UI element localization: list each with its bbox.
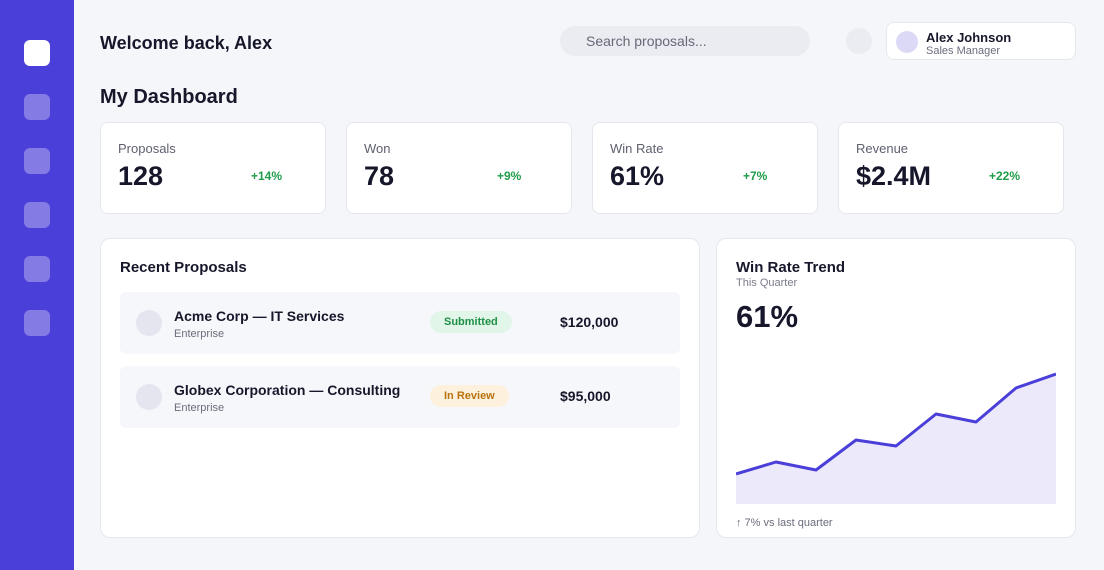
proposal-name: Acme Corp — IT Services bbox=[174, 308, 345, 324]
proposal-amount: $95,000 bbox=[560, 388, 611, 404]
stat-label: Win Rate bbox=[610, 141, 664, 156]
stat-value: $2.4M bbox=[856, 161, 932, 191]
proposal-name: Globex Corporation — Consulting bbox=[174, 382, 401, 398]
chart-series-line bbox=[736, 372, 1056, 476]
sidebar-home-icon[interactable] bbox=[24, 40, 50, 66]
recent-proposals-panel: Recent Proposals Acme Corp — IT Services… bbox=[100, 238, 700, 538]
client-avatar bbox=[136, 384, 162, 410]
status-badge: Submitted bbox=[430, 311, 512, 333]
welcome-heading: Welcome back, Alex bbox=[100, 33, 273, 53]
stat-value: 128 bbox=[118, 161, 164, 191]
search-input[interactable] bbox=[560, 26, 810, 56]
sidebar bbox=[0, 0, 74, 570]
stat-card-proposals[interactable]: Proposals 128 +14% bbox=[100, 122, 326, 214]
stat-label: Proposals bbox=[118, 141, 176, 156]
sidebar-settings-icon[interactable] bbox=[24, 310, 50, 336]
user-role: Sales Manager bbox=[926, 45, 1000, 57]
stat-value: 78 bbox=[364, 161, 395, 191]
trend-subtitle: This Quarter bbox=[736, 277, 798, 289]
proposal-segment: Enterprise bbox=[174, 328, 225, 340]
trend-footnote: ↑ 7% vs last quarter bbox=[736, 517, 833, 529]
user-name: Alex Johnson bbox=[926, 30, 1012, 45]
notification-icon[interactable] bbox=[846, 28, 872, 54]
stat-card-won[interactable]: Won 78 +9% bbox=[346, 122, 572, 214]
proposal-amount: $120,000 bbox=[560, 314, 619, 330]
proposal-row[interactable]: Globex Corporation — Consulting Enterpri… bbox=[120, 366, 680, 428]
stat-delta: +9% bbox=[497, 169, 522, 183]
panel-title: Recent Proposals bbox=[120, 259, 247, 276]
stat-label: Won bbox=[364, 141, 391, 156]
sidebar-proposals-icon[interactable] bbox=[24, 94, 50, 120]
proposal-row[interactable]: Acme Corp — IT Services Enterprise Submi… bbox=[120, 292, 680, 354]
proposal-segment: Enterprise bbox=[174, 402, 225, 414]
stat-delta: +14% bbox=[251, 169, 283, 183]
avatar bbox=[896, 31, 918, 53]
client-avatar bbox=[136, 310, 162, 336]
sidebar-reports-icon[interactable] bbox=[24, 202, 50, 228]
panel-title: Win Rate Trend bbox=[736, 259, 846, 276]
sidebar-calendar-icon[interactable] bbox=[24, 256, 50, 282]
win-rate-chart bbox=[736, 372, 1056, 504]
stat-card-revenue[interactable]: Revenue $2.4M +22% bbox=[838, 122, 1064, 214]
status-badge: In Review bbox=[430, 385, 509, 407]
trend-value: 61% bbox=[736, 299, 799, 334]
user-profile-card[interactable]: Alex Johnson Sales Manager bbox=[886, 22, 1076, 60]
stat-label: Revenue bbox=[856, 141, 909, 156]
stat-value: 61% bbox=[610, 161, 665, 191]
stat-card-win-rate[interactable]: Win Rate 61% +7% bbox=[592, 122, 818, 214]
stat-delta: +22% bbox=[989, 169, 1021, 183]
win-rate-trend-panel: Win Rate Trend This Quarter 61% ↑ 7% vs … bbox=[716, 238, 1076, 538]
page-title: My Dashboard bbox=[100, 86, 238, 108]
sidebar-clients-icon[interactable] bbox=[24, 148, 50, 174]
stat-delta: +7% bbox=[743, 169, 768, 183]
